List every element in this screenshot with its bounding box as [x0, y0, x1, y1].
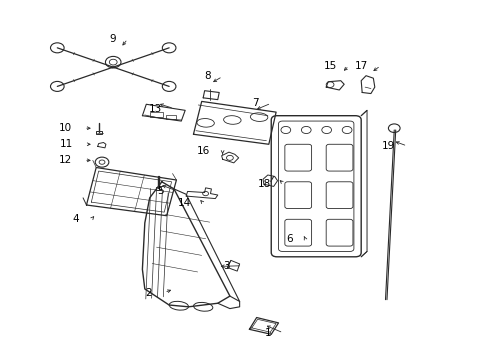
- Text: 15: 15: [323, 61, 336, 71]
- Text: 9: 9: [109, 34, 116, 44]
- Text: 1: 1: [264, 328, 271, 338]
- Text: 10: 10: [59, 123, 72, 133]
- Text: 16: 16: [197, 147, 210, 157]
- Bar: [165, 115, 176, 119]
- Text: 19: 19: [381, 141, 394, 151]
- Text: 3: 3: [223, 261, 229, 271]
- Text: 5: 5: [157, 186, 164, 196]
- Bar: [155, 187, 161, 190]
- Text: 17: 17: [354, 61, 368, 71]
- Text: 12: 12: [59, 156, 72, 165]
- Text: 18: 18: [258, 179, 271, 189]
- Text: 4: 4: [72, 214, 79, 224]
- Bar: [96, 131, 102, 134]
- Text: 7: 7: [252, 98, 259, 108]
- Text: 11: 11: [60, 139, 73, 149]
- Text: 13: 13: [148, 104, 162, 113]
- Text: 14: 14: [178, 198, 191, 208]
- Text: 6: 6: [286, 234, 292, 244]
- Text: 8: 8: [203, 71, 210, 81]
- Text: 2: 2: [145, 288, 152, 297]
- Bar: [149, 112, 163, 117]
